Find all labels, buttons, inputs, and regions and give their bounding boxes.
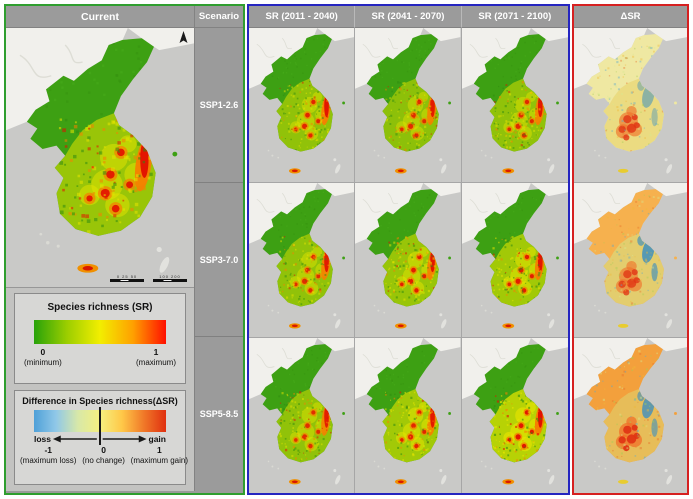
scale-bar-bar <box>110 279 144 282</box>
current-panel-header-row: Current Scenario <box>6 6 243 28</box>
legend-dsr-arrows: loss gain <box>34 432 166 445</box>
scenario-header: Scenario <box>194 6 243 27</box>
map-sr-ssp1-2011-2040 <box>249 28 356 183</box>
map-sr-ssp5-2011-2040 <box>249 338 356 493</box>
scenario-label-ssp3: SSP3-7.0 <box>195 183 243 338</box>
sr-grid: SR (2011 - 2040) SR (2041 - 2070) SR (20… <box>249 6 568 493</box>
legend-dsr-loss-label: loss <box>34 433 52 444</box>
sr-period-header-3: SR (2071 - 2100) <box>461 6 568 28</box>
map-sr-ssp3-2011-2040 <box>249 183 356 338</box>
dsr-panel: ΔSR <box>572 4 689 495</box>
legend-area: Species richness (SR) 0 (minimum) 1 (max… <box>6 287 194 491</box>
current-panel-body: 0 25 50 100 200 Species richness (SR) <box>6 28 243 491</box>
north-arrow-icon <box>179 31 188 45</box>
sr-projections-panel: SR (2011 - 2040) SR (2041 - 2070) SR (20… <box>247 4 570 495</box>
scenario-header-label: Scenario <box>198 11 240 22</box>
scale-bar-bar <box>153 279 187 282</box>
map-sr-ssp5-2071-2100 <box>461 338 568 493</box>
legend-dsr-mid-value: 0 <box>101 445 106 455</box>
scenario-column: SSP1-2.6 SSP3-7.0 SSP5-8.5 <box>195 28 243 491</box>
legend-sr-ends: 0 (minimum) 1 (maximum) <box>24 347 176 368</box>
map-sr-ssp5-2041-2070 <box>355 338 462 493</box>
scale-bar-label: 100 200 <box>159 274 181 279</box>
sr-gradient-bar <box>34 320 166 344</box>
legend-sr-title: Species richness (SR) <box>47 302 153 313</box>
legend-sr: Species richness (SR) 0 (minimum) 1 (max… <box>14 293 186 384</box>
legend-sr-min-value: 0 <box>40 347 46 357</box>
legend-dsr-title: Difference in Species richness(ΔSR) <box>22 396 178 406</box>
scale-bar-segment: 0 25 50 <box>110 274 144 282</box>
scale-bar: 0 25 50 100 200 <box>110 274 187 282</box>
map-dsr-ssp1 <box>574 28 687 183</box>
legend-dsr-min-value: -1 <box>44 445 52 455</box>
scenario-label-ssp5: SSP5-8.5 <box>199 409 239 420</box>
legend-dsr-ticks: -1 (maximum loss) 0 (no change) 1 (maxim… <box>20 445 188 466</box>
map-sr-ssp1-2071-2100 <box>461 28 568 183</box>
legend-dsr: Difference in Species richness(ΔSR) loss <box>14 390 188 485</box>
legend-sr-min-label: (minimum) <box>24 358 62 368</box>
map-sr-ssp3-2041-2070 <box>355 183 462 338</box>
legend-dsr-block: loss gain <box>34 407 166 445</box>
map-sr-ssp1-2041-2070 <box>355 28 462 183</box>
current-header: Current <box>6 6 194 27</box>
current-column: 0 25 50 100 200 Species richness (SR) <box>6 28 195 491</box>
map-current: 0 25 50 100 200 <box>6 28 194 287</box>
legend-dsr-mid: 0 (no change) <box>82 445 125 466</box>
scale-bar-label: 0 25 50 <box>116 274 138 279</box>
sr-period-header-1: SR (2011 - 2040) <box>249 6 356 28</box>
legend-sr-max-value: 1 <box>153 347 159 357</box>
map-dsr-ssp5 <box>574 338 687 493</box>
map-dsr-ssp3 <box>574 183 687 338</box>
legend-sr-max-label: (maximum) <box>136 358 176 368</box>
dsr-header: ΔSR <box>574 6 687 28</box>
legend-sr-max: 1 (maximum) <box>136 347 176 368</box>
scenario-label-ssp1: SSP1-2.6 <box>195 28 243 183</box>
current-header-label: Current <box>81 10 119 23</box>
legend-dsr-mid-label: (no change) <box>82 456 125 466</box>
map-sr-ssp3-2071-2100 <box>461 183 568 338</box>
legend-dsr-gain-label: gain <box>148 433 166 444</box>
loss-gain-arrows-icon <box>52 435 147 442</box>
legend-dsr-max-value: 1 <box>156 445 162 455</box>
dsr-grid: ΔSR <box>574 6 687 493</box>
legend-dsr-centerline <box>99 407 101 445</box>
scale-bar-segment: 100 200 <box>153 274 187 282</box>
legend-dsr-min-label: (maximum loss) <box>20 456 77 466</box>
legend-dsr-min: -1 (maximum loss) <box>20 445 76 466</box>
legend-dsr-max-label: (maximum gain) <box>130 456 188 466</box>
legend-dsr-max: 1 (maximum gain) <box>131 445 188 466</box>
current-panel: Current Scenario 0 25 50 100 200 <box>4 4 245 495</box>
legend-sr-min: 0 (minimum) <box>24 347 62 368</box>
sr-period-header-2: SR (2041 - 2070) <box>355 6 462 28</box>
